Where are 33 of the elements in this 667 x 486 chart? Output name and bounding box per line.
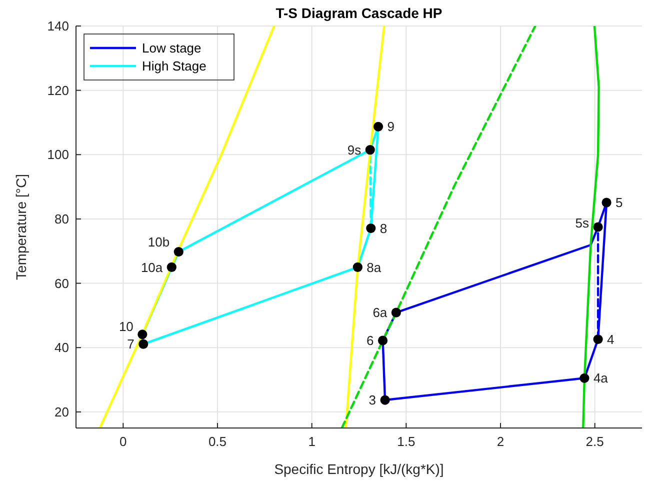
chart-title: T-S Diagram Cascade HP — [276, 5, 442, 21]
annotation: 10 — [118, 318, 134, 334]
annotation: 10b — [148, 234, 170, 250]
annotation: 8a — [366, 260, 382, 275]
annotation: 9 — [387, 119, 394, 134]
annotation: 6 — [366, 333, 374, 348]
y-tick-label: 120 — [47, 82, 69, 98]
x-tick-label: 1 — [308, 434, 316, 449]
annotation: 6a — [372, 305, 388, 320]
x-tick-label: 2 — [496, 434, 504, 449]
x-tick-label: 2.5 — [586, 434, 604, 449]
annotation: 8 — [380, 220, 388, 236]
annotation: 3 — [368, 392, 376, 408]
y-tick-label: 140 — [47, 18, 69, 34]
x-axis-title: Specific Entropy [kJ/(kg*K)] — [274, 461, 444, 477]
x-tick-label: 1.5 — [397, 434, 416, 449]
y-axis-title: Temperature [°C] — [13, 174, 29, 280]
y-tick-label: 40 — [54, 340, 69, 356]
x-tick-label: 0 — [120, 434, 127, 449]
annotation: 7 — [127, 336, 134, 352]
x-tick-label: 0.5 — [208, 434, 227, 449]
annotation: 5 — [616, 195, 623, 210]
legend-label: Low stage — [142, 40, 202, 56]
annotation: 10a — [140, 260, 164, 275]
annotation: 4a — [593, 370, 609, 386]
annotation: 9s — [347, 142, 362, 158]
y-tick-label: 60 — [54, 276, 69, 291]
annotation: 4 — [607, 332, 614, 347]
y-tick-label: 100 — [47, 147, 69, 162]
legend-label: High Stage — [142, 58, 206, 74]
y-tick-label: 80 — [54, 212, 69, 227]
y-tick-label: 20 — [54, 404, 69, 420]
annotation: 5s — [575, 216, 590, 231]
